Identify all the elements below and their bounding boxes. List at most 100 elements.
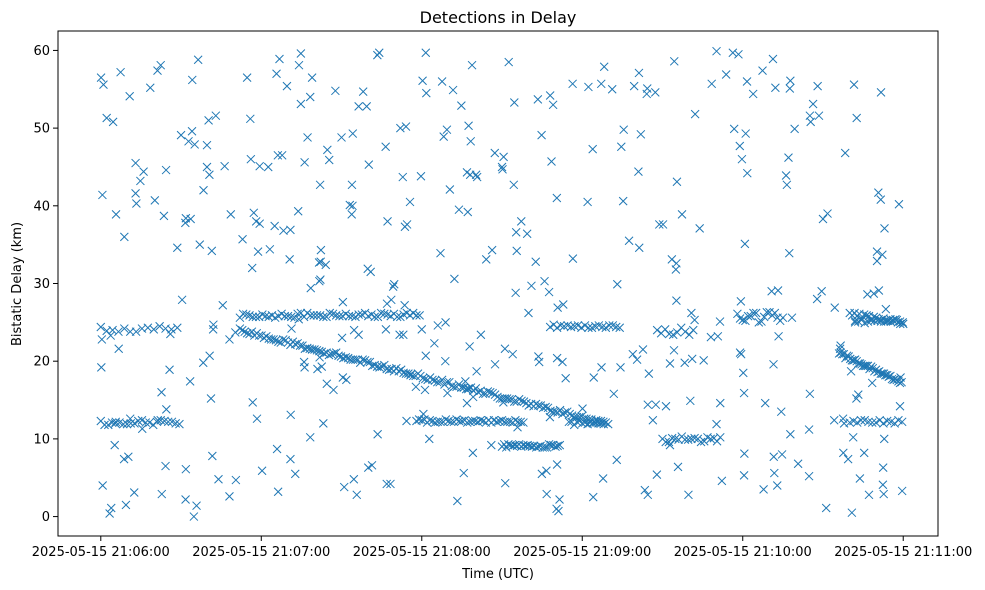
data-point	[337, 333, 347, 343]
data-point	[545, 91, 555, 100]
data-point	[872, 247, 882, 256]
y-axis-label: Bistatic Delay (km)	[10, 222, 25, 346]
data-point	[781, 171, 791, 180]
data-point	[430, 418, 440, 427]
data-point	[612, 455, 622, 465]
data-point	[616, 363, 625, 372]
data-point	[468, 448, 478, 458]
data-point	[231, 475, 241, 485]
data-point	[465, 417, 475, 427]
data-point	[208, 324, 218, 334]
data-point	[584, 82, 593, 92]
data-point	[360, 356, 370, 365]
data-point	[116, 67, 125, 77]
data-point	[784, 248, 794, 258]
data-point	[161, 165, 171, 175]
data-point	[150, 196, 160, 205]
data-point	[741, 129, 751, 138]
data-point	[729, 124, 739, 134]
data-point	[767, 286, 776, 296]
data-point	[790, 124, 799, 134]
data-point	[402, 220, 412, 229]
data-point	[457, 383, 466, 392]
data-point	[97, 335, 107, 344]
data-point	[624, 236, 634, 246]
data-point	[195, 240, 205, 250]
data-point	[141, 418, 151, 427]
data-point	[534, 401, 543, 410]
data-point	[572, 417, 582, 427]
data-point	[425, 415, 435, 425]
data-point	[472, 366, 481, 376]
data-point	[493, 392, 502, 402]
data-point	[396, 123, 405, 133]
data-point	[840, 148, 850, 158]
data-point	[395, 330, 404, 340]
data-point	[498, 164, 507, 174]
x-tick-label: 2025-05-15 21:10:00	[674, 545, 812, 560]
data-point	[302, 343, 312, 353]
data-point	[364, 160, 374, 169]
data-point	[167, 324, 176, 334]
data-point	[275, 54, 284, 64]
data-point	[743, 311, 753, 321]
data-point	[836, 341, 845, 351]
data-point	[898, 319, 908, 329]
data-point	[668, 330, 678, 340]
data-point	[156, 415, 166, 425]
data-point	[282, 81, 292, 91]
data-point	[852, 113, 862, 123]
data-point	[881, 304, 891, 314]
data-point	[324, 350, 334, 360]
data-point	[818, 214, 828, 224]
data-point	[503, 417, 512, 427]
data-point	[651, 400, 661, 410]
data-point	[111, 210, 121, 219]
data-point	[879, 489, 889, 499]
data-point	[597, 363, 606, 372]
data-point	[554, 506, 563, 516]
data-point	[508, 349, 518, 359]
data-point	[241, 310, 251, 319]
data-point	[416, 171, 426, 181]
data-point	[553, 441, 563, 451]
data-point	[596, 79, 606, 89]
data-point	[242, 328, 252, 338]
y-tick-label: 50	[33, 122, 50, 137]
data-point	[277, 150, 287, 160]
data-point	[762, 307, 772, 317]
data-point	[695, 223, 705, 233]
data-point	[470, 416, 480, 426]
data-point	[808, 99, 818, 109]
data-point	[578, 404, 587, 413]
data-point	[467, 60, 477, 70]
data-point	[787, 313, 797, 323]
data-point	[405, 197, 415, 207]
data-point	[238, 234, 247, 244]
data-point	[847, 508, 857, 518]
data-point	[886, 317, 896, 326]
data-point	[381, 142, 391, 152]
data-point	[817, 286, 827, 296]
data-point	[110, 440, 120, 450]
data-point	[131, 158, 140, 168]
data-point	[96, 363, 106, 372]
data-point	[760, 398, 770, 408]
data-point	[389, 279, 399, 289]
data-point	[876, 195, 886, 204]
data-point	[454, 205, 464, 215]
data-point	[286, 454, 295, 464]
data-point	[235, 324, 245, 333]
data-point	[494, 416, 504, 426]
data-point	[548, 100, 558, 110]
data-point	[420, 374, 430, 384]
data-point	[568, 254, 578, 263]
data-point	[864, 417, 873, 427]
data-point	[367, 460, 377, 470]
x-tick-label: 2025-05-15 21:08:00	[353, 545, 491, 560]
data-point	[98, 481, 108, 490]
data-point	[354, 102, 363, 111]
data-point	[218, 300, 228, 310]
data-point	[829, 415, 839, 425]
data-point	[293, 309, 303, 319]
